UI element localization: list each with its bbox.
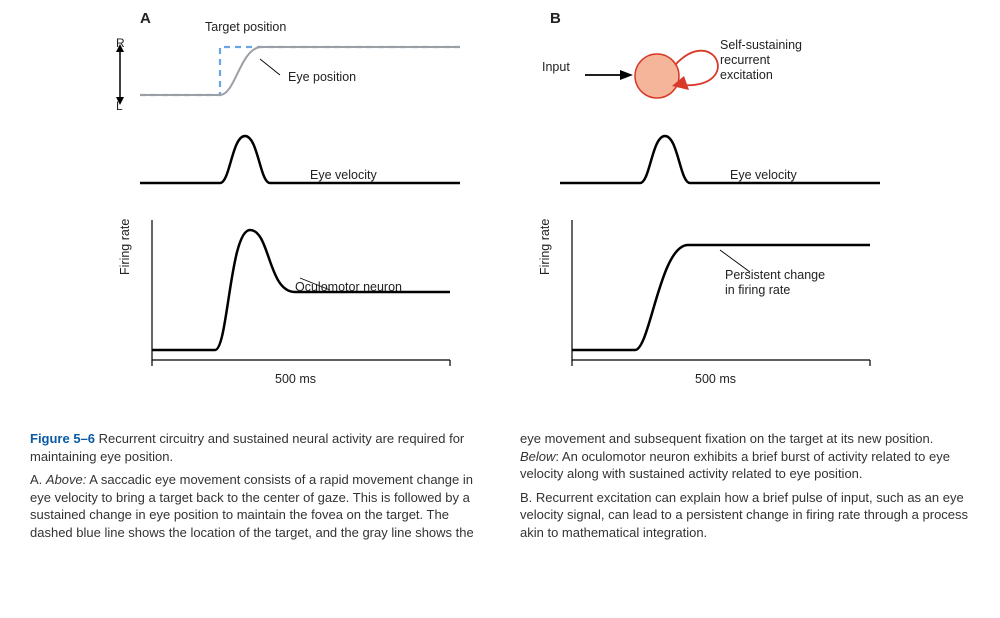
input-arrowhead-icon xyxy=(620,70,633,80)
updown-arrow-icon xyxy=(110,42,130,107)
figure-area: A R L Target position Eye position Eye v… xyxy=(0,10,1000,420)
xaxis-label-a: 500 ms xyxy=(275,372,316,386)
eye-velocity-plot-a xyxy=(140,128,460,198)
target-position-label: Target position xyxy=(205,20,286,34)
firing-rate-ylabel-a: Firing rate xyxy=(118,219,132,275)
caption-a-text: A saccadic eye movement consists of a ra… xyxy=(30,472,474,540)
caption-cont-a: eye movement and subsequent fixation on … xyxy=(520,431,933,446)
eye-velocity-plot-b xyxy=(560,128,880,198)
persistent-l1: Persistent change xyxy=(725,268,825,282)
neuron-diagram xyxy=(585,30,785,120)
caption-a-paragraph: A. Above: A saccadic eye movement consis… xyxy=(30,471,480,541)
eye-velocity-line xyxy=(140,136,460,183)
firing-axis-b xyxy=(572,220,870,360)
caption-col-left: Figure 5–6 Recurrent circuitry and susta… xyxy=(30,430,480,541)
figure-number: Figure 5–6 xyxy=(30,431,95,446)
panel-a-letter: A xyxy=(140,10,151,27)
xaxis-label-b: 500 ms xyxy=(695,372,736,386)
neuron-circle-icon xyxy=(635,54,679,98)
caption-cont-paragraph: eye movement and subsequent fixation on … xyxy=(520,430,970,483)
caption-above-word: Above: xyxy=(46,472,86,487)
caption-below-word: Below xyxy=(520,449,555,464)
eye-position-label: Eye position xyxy=(288,70,356,84)
eye-velocity-label-a: Eye velocity xyxy=(310,168,377,182)
caption-area: Figure 5–6 Recurrent circuitry and susta… xyxy=(30,430,970,541)
eye-velocity-label-b: Eye velocity xyxy=(730,168,797,182)
caption-cont-rest: : An oculomotor neuron exhibits a brief … xyxy=(520,449,950,482)
input-label: Input xyxy=(542,60,570,74)
caption-title-text: Recurrent circuitry and sustained neural… xyxy=(30,431,464,464)
persistent-change-label: Persistent change in firing rate xyxy=(725,268,825,298)
firing-rate-plot-b xyxy=(560,210,880,370)
caption-a-prefix: A. xyxy=(30,472,46,487)
oculomotor-neuron-label: Oculomotor neuron xyxy=(295,280,402,294)
eye-velocity-line-b xyxy=(560,136,880,183)
firing-curve-b xyxy=(572,245,870,350)
panel-b-letter: B xyxy=(550,10,561,27)
caption-title-line: Figure 5–6 Recurrent circuitry and susta… xyxy=(30,430,480,465)
rl-axis: R L xyxy=(110,42,130,107)
firing-rate-ylabel-b: Firing rate xyxy=(538,219,552,275)
axis-l-label: L xyxy=(116,99,123,113)
axis-r-label: R xyxy=(116,36,125,50)
caption-b-paragraph: B. Recurrent excitation can explain how … xyxy=(520,489,970,542)
caption-col-right: eye movement and subsequent fixation on … xyxy=(520,430,970,541)
eye-pos-callout xyxy=(260,59,280,75)
persistent-l2: in firing rate xyxy=(725,283,790,297)
